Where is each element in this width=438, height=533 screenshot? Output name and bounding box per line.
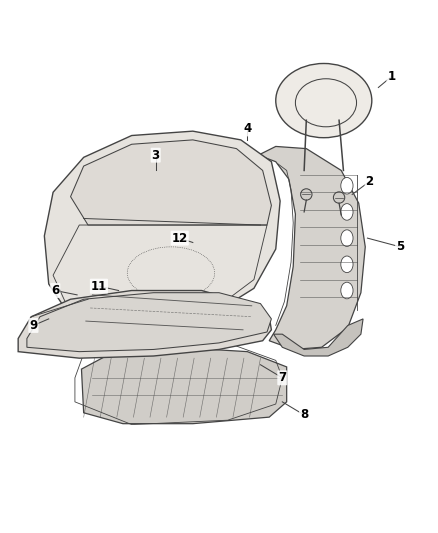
Text: 1: 1 [387,70,396,83]
Circle shape [300,189,312,200]
Ellipse shape [341,282,353,299]
Circle shape [333,192,345,203]
Text: 11: 11 [91,280,107,293]
Ellipse shape [341,230,353,246]
Ellipse shape [341,177,353,194]
Polygon shape [81,348,287,424]
Ellipse shape [276,63,372,138]
Text: 8: 8 [300,408,308,422]
Text: 9: 9 [29,319,38,332]
Polygon shape [44,131,280,328]
Text: 12: 12 [172,232,188,245]
Text: 2: 2 [366,175,374,188]
Polygon shape [258,147,365,350]
Ellipse shape [341,204,353,220]
Text: 6: 6 [51,284,60,297]
Text: 7: 7 [278,372,286,384]
Polygon shape [18,290,272,358]
Text: 3: 3 [152,149,160,161]
Ellipse shape [341,256,353,272]
Text: 4: 4 [243,123,251,135]
Text: 5: 5 [396,240,404,253]
Polygon shape [27,293,272,352]
Polygon shape [274,319,363,356]
Polygon shape [71,140,272,225]
